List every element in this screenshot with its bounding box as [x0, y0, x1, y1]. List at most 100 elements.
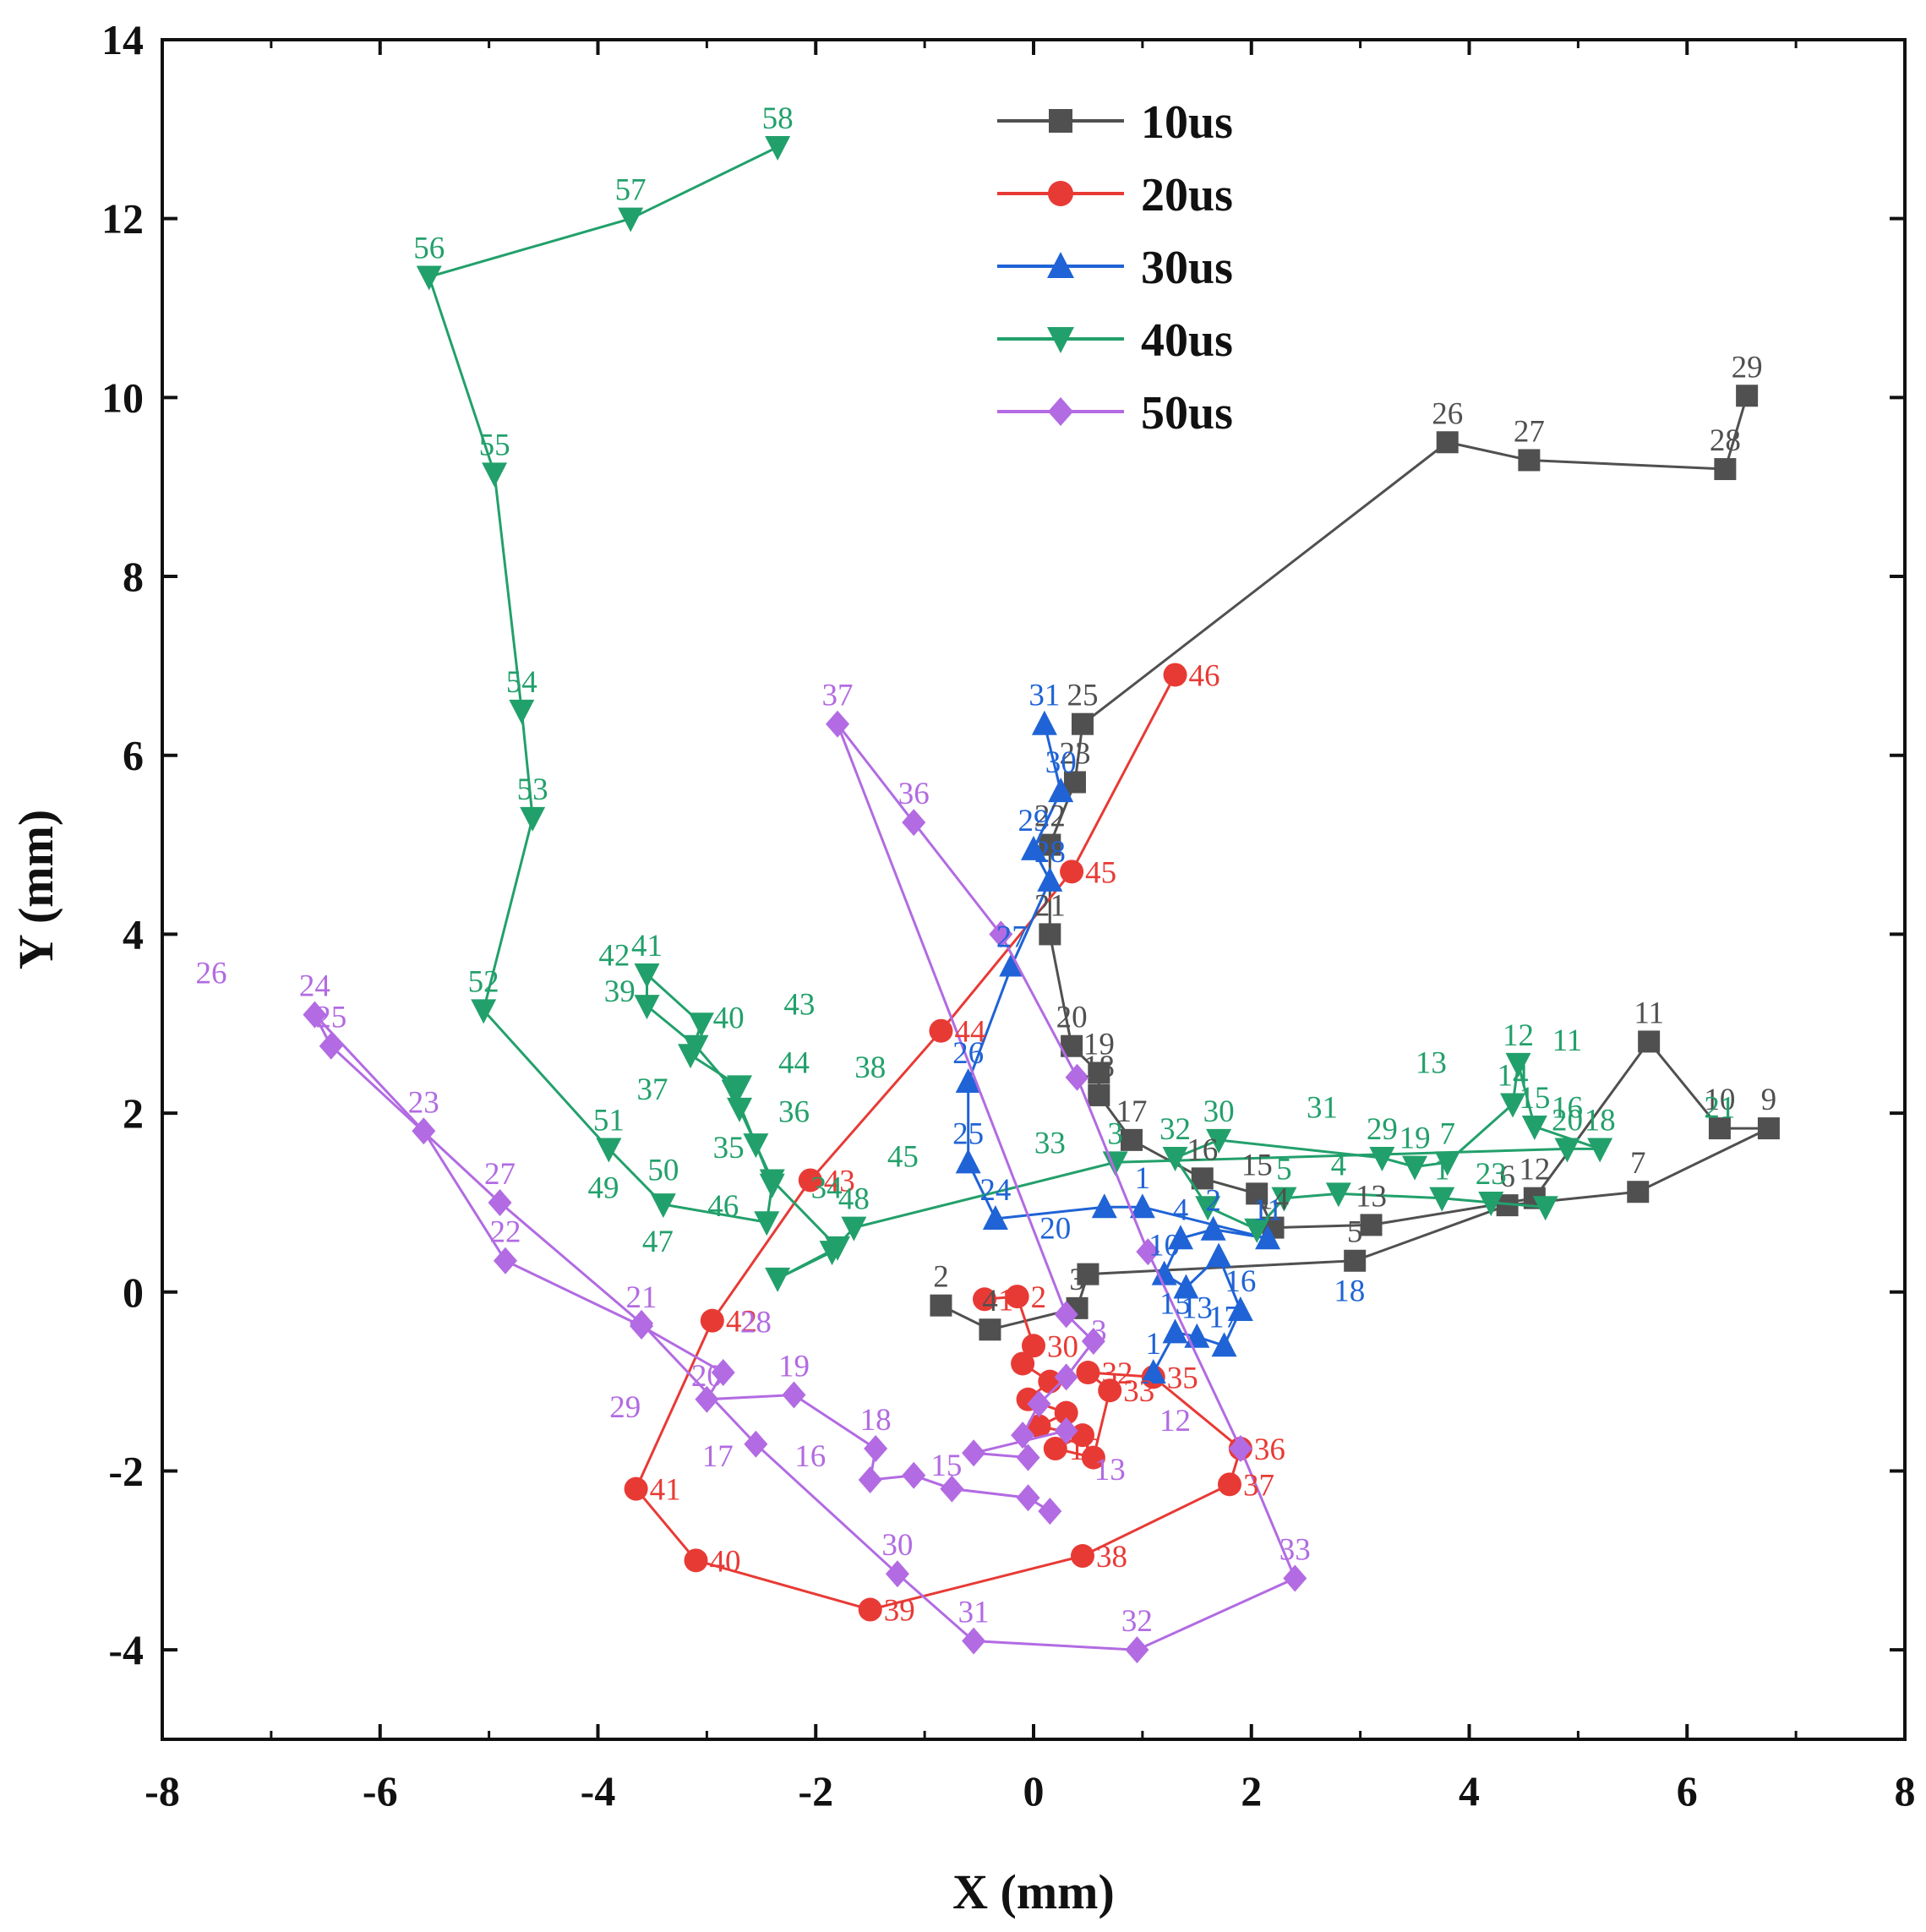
- point-label: 36: [778, 1095, 810, 1130]
- point-label: 24: [979, 1173, 1011, 1208]
- point-label: 17: [702, 1439, 734, 1474]
- data-point: [902, 1461, 926, 1489]
- point-label: 33: [1123, 1374, 1154, 1409]
- legend-label: 40us: [1141, 314, 1233, 367]
- point-label: 40: [713, 1001, 745, 1036]
- data-point: [1505, 1052, 1531, 1078]
- point-label: 55: [479, 428, 510, 462]
- point-label: 33: [1034, 1127, 1066, 1161]
- point-label: 34: [811, 1171, 843, 1206]
- point-label: 13: [1094, 1453, 1126, 1487]
- point-label: 19: [778, 1350, 810, 1384]
- data-point: [930, 1294, 952, 1317]
- data-point: [1434, 1151, 1460, 1176]
- data-point: [940, 1475, 964, 1503]
- data-point: [1206, 1242, 1232, 1268]
- point-label: 30: [1203, 1094, 1235, 1129]
- point-label: 10: [1704, 1083, 1735, 1117]
- data-point: [743, 1133, 769, 1159]
- point-label: 11: [1552, 1023, 1583, 1058]
- legend-label: 20us: [1141, 169, 1233, 221]
- point-label: 11: [1252, 1192, 1283, 1227]
- data-point: [754, 1211, 780, 1236]
- data-point: [1200, 1215, 1226, 1241]
- point-label: 27: [996, 920, 1028, 954]
- point-label: 14: [1258, 1182, 1289, 1217]
- point-label: 18: [860, 1403, 892, 1438]
- data-point: [1217, 1472, 1241, 1497]
- data-point: [1065, 1063, 1089, 1091]
- point-label: 37: [1243, 1468, 1274, 1503]
- data-point: [973, 1287, 997, 1312]
- legend-label: 50us: [1141, 387, 1233, 439]
- data-point: [412, 1117, 436, 1145]
- legend-label: 30us: [1141, 242, 1233, 294]
- point-label: 43: [824, 1164, 855, 1198]
- data-point: [1325, 1182, 1351, 1208]
- point-label: 39: [604, 974, 636, 1009]
- point-label: 29: [609, 1390, 641, 1425]
- data-point: [695, 1385, 719, 1413]
- data-point: [979, 1318, 1001, 1341]
- point-label: 36: [898, 777, 930, 811]
- data-point: [955, 1068, 981, 1094]
- point-label: 35: [1167, 1361, 1198, 1395]
- series-line-30us: [967, 723, 1269, 1373]
- point-label: 20: [1056, 1001, 1088, 1035]
- data-point: [929, 1018, 953, 1043]
- point-label: 46: [707, 1189, 739, 1224]
- data-point: [841, 1216, 867, 1242]
- point-label: 15: [1519, 1081, 1550, 1116]
- data-point: [1206, 1128, 1232, 1154]
- legend-item-10us: 10us: [997, 96, 1233, 149]
- y-tick-label: -4: [108, 1626, 144, 1673]
- y-tick-label: -2: [108, 1447, 144, 1494]
- data-point: [1518, 449, 1541, 472]
- point-label: 38: [854, 1051, 886, 1085]
- data-point: [1054, 1416, 1078, 1444]
- point-label: 5: [1347, 1215, 1363, 1250]
- data-point: [1167, 1225, 1193, 1250]
- point-label: 32: [1121, 1604, 1153, 1639]
- x-tick-label: -4: [581, 1767, 616, 1815]
- point-label: 33: [1279, 1532, 1311, 1567]
- data-point: [303, 1001, 327, 1029]
- data-point: [1091, 1193, 1117, 1219]
- data-point: [798, 1168, 822, 1192]
- data-point: [1228, 1435, 1252, 1463]
- data-point: [1136, 1238, 1160, 1266]
- point-label: 31: [1028, 679, 1060, 713]
- point-label: 37: [636, 1072, 668, 1107]
- data-point: [858, 1466, 882, 1494]
- data-point: [684, 1548, 708, 1573]
- point-label: 17: [1116, 1094, 1147, 1129]
- legend-item-40us: 40us: [997, 314, 1233, 367]
- data-point: [1195, 1196, 1221, 1221]
- data-point: [1246, 1182, 1269, 1205]
- data-point: [962, 1439, 986, 1467]
- series-layer: [303, 136, 1780, 1664]
- data-point: [1098, 1378, 1122, 1403]
- data-point: [1054, 1363, 1078, 1391]
- data-point: [1436, 431, 1459, 454]
- point-label: 4: [982, 1284, 998, 1318]
- point-label: 50: [647, 1153, 679, 1187]
- data-point: [471, 999, 497, 1024]
- point-label: 20: [1039, 1211, 1071, 1246]
- data-point: [1037, 866, 1063, 892]
- point-label: 46: [1189, 658, 1220, 693]
- point-label: 28: [1710, 423, 1741, 458]
- point-label: 52: [468, 964, 499, 999]
- point-label: 20: [691, 1359, 723, 1394]
- data-point: [700, 1308, 724, 1333]
- data-point: [1060, 860, 1084, 884]
- point-label: 16: [794, 1439, 826, 1474]
- point-label: 30: [881, 1528, 913, 1563]
- point-label: 30: [1047, 1329, 1078, 1364]
- point-label: 56: [413, 231, 445, 265]
- data-point: [1120, 1128, 1143, 1151]
- plot-frame: [161, 38, 1907, 1741]
- legend-marker: [1047, 327, 1074, 353]
- x-tick-label: -6: [363, 1767, 398, 1815]
